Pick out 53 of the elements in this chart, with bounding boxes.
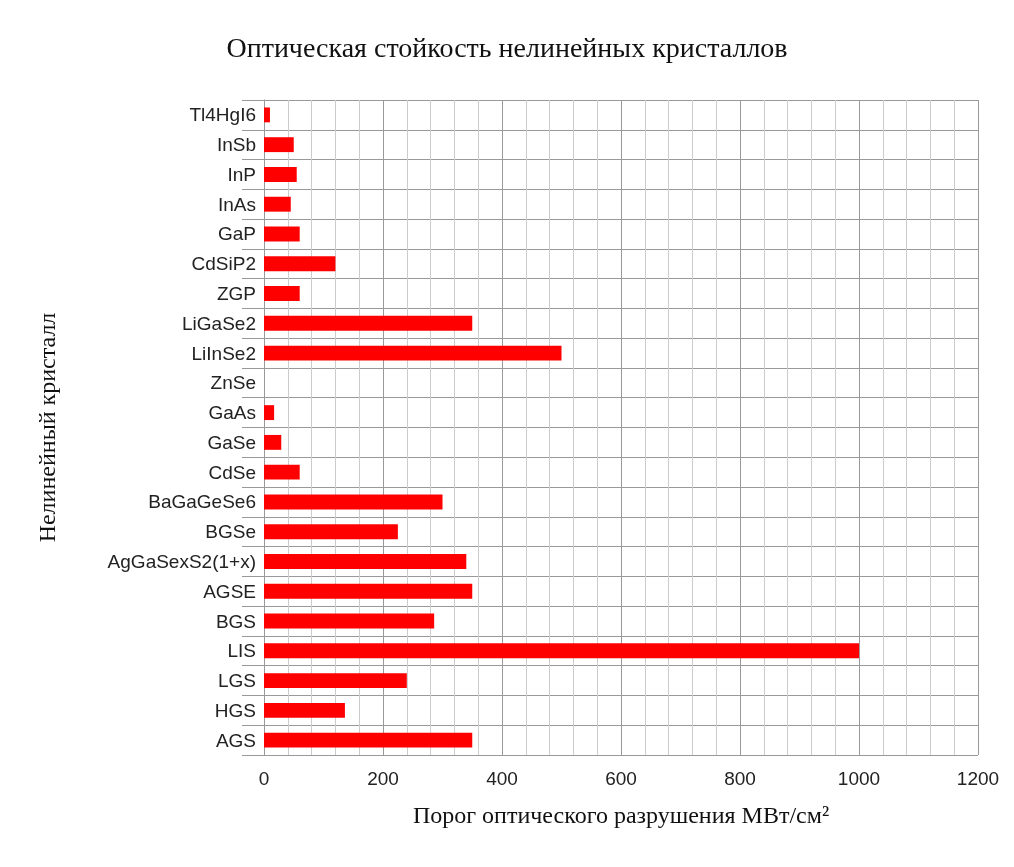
bar xyxy=(264,226,300,242)
bar xyxy=(264,286,300,301)
x-tick-label: 0 xyxy=(258,768,270,789)
y-tick-label: LGS xyxy=(217,670,256,692)
bar xyxy=(264,256,336,272)
y-tick-label: GaP xyxy=(217,223,256,245)
y-tick-label: CdSe xyxy=(208,461,256,483)
y-tick-label: LiInSe2 xyxy=(191,342,256,364)
y-axis-title: Нелинейный кристалл xyxy=(34,312,60,543)
y-tick-label: ZnSe xyxy=(210,372,256,394)
bar xyxy=(264,166,297,182)
bar xyxy=(264,315,473,331)
bar xyxy=(264,494,443,510)
y-tick-label: AGSE xyxy=(203,580,256,602)
bar xyxy=(264,434,282,450)
chart-title: Оптическая стойкость нелинейных кристаллов xyxy=(226,31,788,63)
x-axis-title: Порог оптического разрушения МВт/см² xyxy=(412,802,830,828)
y-tick-label: AGS xyxy=(215,729,256,751)
bar xyxy=(264,107,270,123)
x-tick-label: 1000 xyxy=(837,768,881,789)
y-tick-label: Tl4HgI6 xyxy=(189,104,256,126)
y-tick-label: HGS xyxy=(214,699,256,721)
bar xyxy=(264,732,473,748)
y-tick-label: LIS xyxy=(227,640,256,662)
y-tick-label: BGS xyxy=(215,610,256,632)
bar xyxy=(264,405,275,421)
bar xyxy=(264,613,435,629)
y-tick-label: AgGaSexS2(1+x) xyxy=(107,550,256,572)
bar xyxy=(264,702,345,718)
x-tick-label: 200 xyxy=(367,768,399,789)
bar xyxy=(264,583,473,599)
y-tick-label: CdSiP2 xyxy=(191,253,256,275)
y-tick-label: GaSe xyxy=(207,431,256,453)
bar xyxy=(264,464,300,480)
x-tick-label: 800 xyxy=(724,768,756,789)
y-tick-label: BGSe xyxy=(205,521,256,543)
y-tick-label: InAs xyxy=(217,193,256,215)
x-tick-label: 600 xyxy=(605,768,637,789)
bar xyxy=(264,196,291,212)
bar xyxy=(264,345,562,361)
x-tick-label: 1200 xyxy=(956,768,1000,789)
y-tick-label: BaGaGeSe6 xyxy=(148,491,256,513)
y-tick-label: InSb xyxy=(216,134,256,156)
bar xyxy=(264,673,407,689)
bar xyxy=(264,524,398,540)
y-tick-label: InP xyxy=(227,163,256,185)
bar xyxy=(264,137,294,153)
y-tick-label: ZGP xyxy=(216,283,256,305)
bar xyxy=(264,554,467,569)
y-tick-label: LiGaSe2 xyxy=(182,312,256,334)
x-tick-label: 400 xyxy=(486,768,518,789)
bar xyxy=(264,643,859,659)
y-tick-label: GaAs xyxy=(208,402,256,424)
